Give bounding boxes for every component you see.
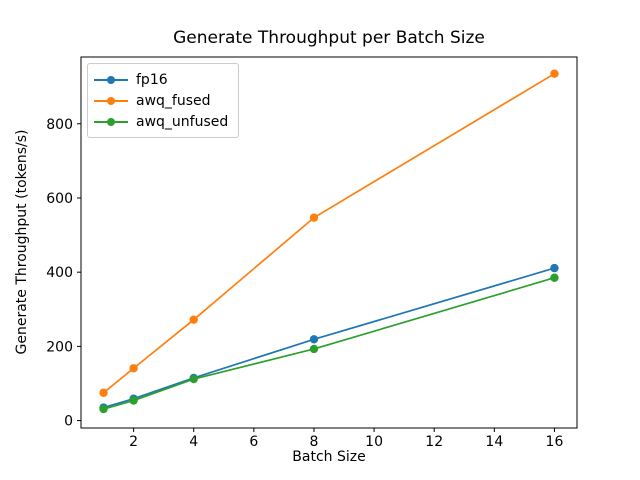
series-marker-awq_fused: [309, 213, 319, 222]
series-marker-awq_unfused: [189, 374, 198, 384]
x-tick-label: 4: [189, 434, 198, 450]
x-tick-label: 14: [485, 434, 503, 450]
legend-label: fp16: [136, 71, 168, 88]
legend-line-marker-icon: [94, 117, 128, 127]
series-marker-awq_unfused: [129, 396, 138, 405]
series-marker-fp16: [309, 335, 319, 344]
y-tick-label: 600: [46, 191, 73, 207]
y-tick-label: 200: [46, 339, 73, 355]
x-tick-label: 8: [310, 434, 319, 450]
y-tick-label: 400: [46, 265, 73, 281]
x-tick-label: 2: [129, 434, 138, 450]
x-axis-label: Batch Size: [292, 449, 366, 465]
y-tick-label: 0: [64, 414, 73, 430]
series-marker-awq_unfused: [99, 404, 108, 414]
chart-title: Generate Throughput per Batch Size: [173, 28, 485, 48]
legend-label: awq_unfused: [136, 113, 229, 130]
series-marker-awq_fused: [189, 315, 198, 324]
series-marker-awq_fused: [129, 364, 138, 373]
x-tick-label: 10: [365, 434, 383, 450]
legend-item-awq_unfused: awq_unfused: [94, 111, 228, 132]
series-marker-awq_unfused: [550, 273, 559, 282]
legend-line-marker-icon: [94, 96, 128, 106]
x-tick-label: 6: [249, 434, 258, 450]
legend-label: awq_fused: [136, 92, 211, 109]
y-axis-label: Generate Throughput (tokens/s): [14, 129, 30, 355]
y-tick-label: 800: [46, 117, 73, 133]
series-marker-fp16: [550, 263, 559, 273]
legend-line-marker-icon: [94, 75, 128, 85]
legend: fp16 awq_fused awq_unfused: [87, 63, 240, 138]
series-marker-awq_unfused: [309, 344, 319, 354]
series-marker-awq_fused: [99, 388, 108, 397]
series-marker-awq_fused: [550, 69, 559, 78]
x-tick-label: 16: [546, 434, 564, 450]
legend-item-fp16: fp16: [94, 69, 228, 90]
x-tick-label: 12: [425, 434, 443, 450]
legend-item-awq_fused: awq_fused: [94, 90, 228, 111]
series-line-awq_unfused: [103, 276, 555, 410]
plot-frame: [80, 56, 578, 429]
